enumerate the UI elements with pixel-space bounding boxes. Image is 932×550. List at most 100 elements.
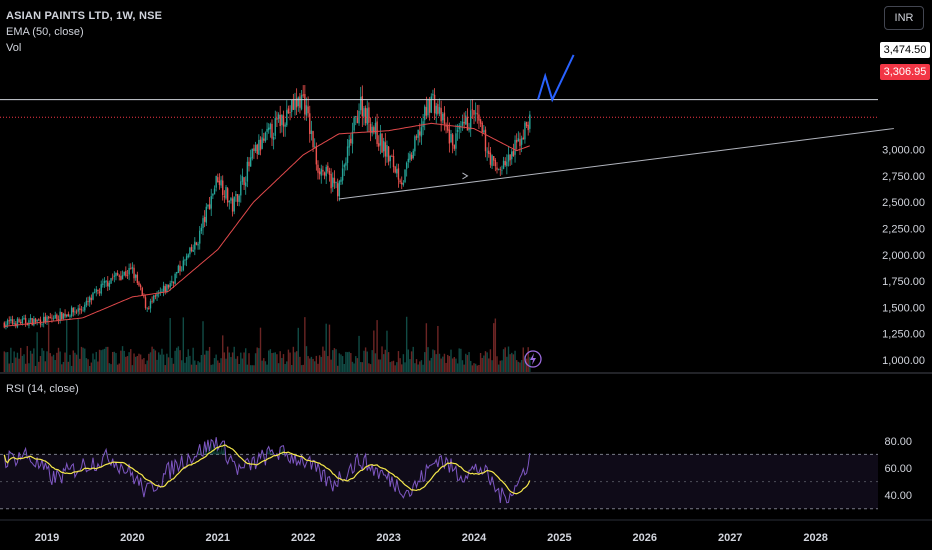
volume-bar: [223, 352, 226, 372]
volume-bar: [31, 353, 33, 372]
volume-bar: [343, 363, 345, 372]
candle: [443, 106, 446, 131]
rsi-legend[interactable]: RSI (14, close): [6, 383, 79, 395]
candle: [11, 315, 14, 326]
volume-bar: [494, 318, 497, 372]
rsi-axis[interactable]: 40.00 60.00 80.00: [884, 436, 912, 502]
candle: [466, 108, 469, 131]
volume-bar: [417, 364, 419, 372]
volume-bar: [46, 351, 48, 372]
lightning-icon[interactable]: [524, 350, 542, 368]
candle: [105, 280, 107, 287]
candle: [210, 188, 212, 216]
time-axis[interactable]: 2019 2020 2021 2022 2023 2024 2025 2026 2027 2028: [35, 532, 828, 544]
candle: [382, 137, 385, 158]
volume-bar: [105, 346, 107, 372]
candle: [20, 319, 22, 325]
candle: [412, 148, 414, 160]
candle: [121, 270, 124, 280]
volume-bar: [419, 361, 421, 372]
candle: [272, 132, 275, 150]
volume-bar: [340, 354, 342, 372]
candle: [256, 143, 258, 160]
candle: [338, 179, 341, 202]
volume-bar: [451, 358, 454, 372]
candle: [258, 134, 260, 155]
candle: [517, 131, 520, 142]
candle: [442, 111, 444, 124]
volume-bar: [295, 351, 298, 372]
candle: [128, 263, 130, 281]
candle: [470, 99, 472, 137]
candle: [249, 149, 252, 167]
candle: [52, 315, 55, 322]
volume-bar: [384, 349, 387, 372]
candle: [291, 99, 293, 118]
volume-bar: [269, 349, 272, 372]
time-tick-label: 2023: [376, 532, 400, 544]
volume-bar: [333, 348, 336, 372]
volume-bar: [197, 361, 199, 372]
volume-bar: [95, 351, 97, 372]
volume-bar: [116, 364, 119, 372]
volume-bar: [24, 363, 27, 372]
volume-bar: [276, 354, 278, 372]
volume-bar: [51, 356, 53, 372]
candle: [387, 145, 390, 166]
candle: [287, 105, 290, 114]
volume-bar: [249, 365, 252, 372]
volume-bar: [363, 350, 365, 372]
price-tick-label: 1,500.00: [882, 302, 925, 314]
currency-button[interactable]: INR: [884, 6, 924, 30]
price-axis[interactable]: 1,000.00 1,250.00 1,500.00 1,750.00 2,000.00…: [882, 145, 925, 367]
volume-bar: [488, 358, 490, 372]
symbol-title[interactable]: ASIAN PAINTS LTD, 1W, NSE: [6, 10, 163, 22]
candle: [189, 246, 191, 258]
volume-legend[interactable]: Vol: [6, 42, 22, 54]
price-tick-label: 1,750.00: [882, 276, 925, 288]
candle: [146, 307, 148, 312]
volume-bar: [364, 347, 367, 372]
volume-bar: [525, 358, 528, 372]
volume-bar: [93, 359, 96, 372]
volume-bar: [149, 352, 152, 372]
candle: [111, 273, 114, 281]
ema-legend[interactable]: EMA (50, close): [6, 26, 84, 38]
volume-bar: [172, 363, 175, 372]
candle: [419, 123, 421, 143]
volume-bar: [246, 364, 249, 372]
volume-bar: [348, 351, 350, 372]
candle: [327, 162, 329, 174]
volume-bar: [422, 364, 424, 372]
volume-bar: [486, 352, 488, 372]
volume-bar: [228, 352, 230, 372]
candle: [292, 93, 295, 111]
volume-bar: [438, 353, 441, 372]
volume-bar: [420, 360, 423, 372]
volume-bar: [16, 352, 19, 372]
candle: [33, 315, 35, 327]
trendline[interactable]: [338, 128, 894, 200]
volume-bar: [527, 347, 529, 372]
candle: [133, 264, 135, 283]
projection-path[interactable]: [537, 54, 575, 103]
volume-bar: [435, 354, 437, 372]
volume-bar: [121, 346, 124, 372]
candle: [516, 133, 518, 150]
candle: [379, 124, 382, 155]
volume-bar: [310, 356, 313, 372]
candle: [259, 136, 262, 156]
volume-bar: [463, 364, 465, 372]
ema-line: [4, 122, 530, 327]
candle: [493, 155, 495, 166]
candle: [130, 263, 132, 270]
current-price-tag: 3,306.95: [880, 64, 930, 80]
volume-bar: [118, 363, 120, 372]
candle: [310, 120, 313, 141]
candle: [289, 105, 291, 121]
candle: [103, 277, 106, 288]
candle: [203, 210, 206, 228]
volume-bar: [266, 364, 268, 372]
volume-bar: [264, 361, 267, 372]
